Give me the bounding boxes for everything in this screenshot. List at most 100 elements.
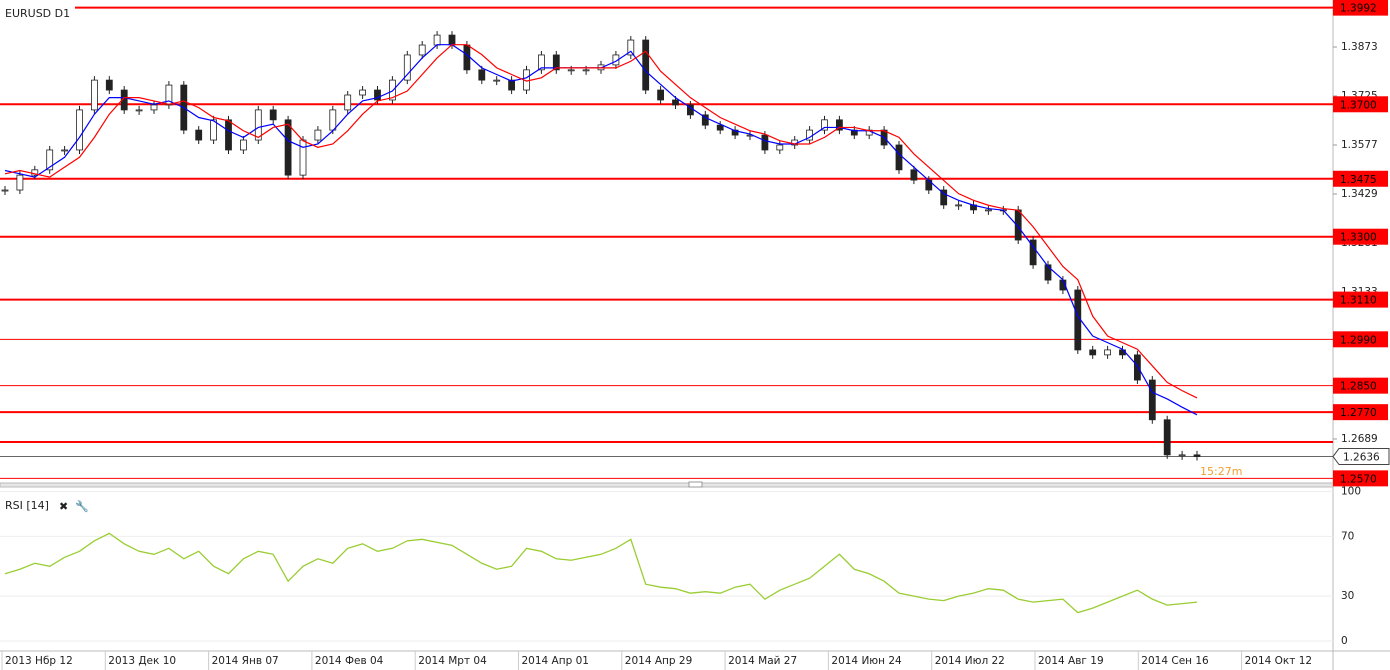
indicator-settings[interactable]: 🔧: [75, 499, 89, 513]
candle-body: [359, 89, 367, 96]
candle-body: [16, 174, 24, 191]
candle-body: [61, 149, 68, 152]
level-label: 1.3992: [1340, 3, 1377, 15]
level-label: 1.3700: [1340, 99, 1377, 111]
candle-body: [403, 54, 411, 81]
candle-body: [76, 109, 83, 151]
candle-body: [448, 34, 456, 46]
candle-body: [135, 109, 143, 112]
x-tick-label: 2014 Сен 16: [1141, 655, 1209, 667]
candle-body: [701, 114, 709, 126]
price-panel: 1.38731.37251.35771.34291.32811.31331.29…: [0, 0, 1390, 487]
candle-body: [1074, 289, 1082, 351]
candle-body: [1148, 379, 1156, 421]
candle-body: [225, 119, 232, 151]
candle-body: [210, 119, 218, 141]
candle-body: [105, 79, 113, 91]
title-bg: [0, 5, 75, 21]
candle-body: [642, 39, 650, 91]
candle-body: [508, 79, 516, 91]
level-label: 1.2770: [1340, 407, 1377, 419]
rsi-tick-label: 0: [1341, 635, 1348, 647]
candle-body: [1134, 354, 1141, 381]
x-tick-label: 2014 Июн 24: [831, 655, 902, 667]
x-tick-label: 2013 Дек 10: [108, 655, 176, 667]
candle-body: [91, 79, 98, 111]
time-axis: 2013 Нбр 12 2013 Дек 10 2014 Янв 07 2014 Фе…: [1, 651, 1312, 670]
level-label: 1.2850: [1340, 381, 1377, 393]
candle-body: [269, 109, 277, 121]
candle-body: [582, 69, 590, 72]
y-tick-label: 1.2689: [1341, 433, 1378, 445]
current-price-label: 1.2636: [1343, 452, 1380, 464]
level-tag: [1333, 170, 1388, 187]
y-tick-label: 1.3429: [1341, 188, 1378, 200]
candle-body: [955, 204, 962, 207]
level-label: 1.3300: [1340, 232, 1377, 244]
candle-body: [284, 119, 292, 176]
level-tag: [1333, 291, 1388, 308]
level-tag: [1333, 96, 1388, 113]
level-tag: [1333, 404, 1388, 421]
candle-body: [254, 109, 262, 141]
candle-body: [165, 84, 173, 106]
rsi-tick-label: 30: [1341, 590, 1354, 602]
candle-body: [910, 169, 918, 181]
rsi-tick-label: 100: [1341, 485, 1361, 497]
candle-body: [552, 54, 560, 71]
candle-body: [46, 149, 54, 171]
x-tick-label: 2013 Нбр 12: [5, 655, 73, 667]
level-tag: [1333, 0, 1388, 16]
candle-body: [388, 79, 396, 101]
level-label: 1.3110: [1340, 295, 1377, 307]
candle-body: [478, 69, 486, 81]
candle-body: [195, 129, 203, 141]
candle-body: [761, 134, 769, 151]
moving-average: [4, 44, 1198, 399]
candle-body: [731, 129, 739, 136]
x-tick-label: 2014 Мрт 04: [418, 655, 487, 667]
candle-body: [1178, 454, 1186, 457]
candle-body: [1029, 239, 1037, 266]
candle-body: [627, 39, 635, 56]
bar-timer: 15:27m: [1200, 465, 1242, 478]
rsi-line: [4, 532, 1198, 614]
candle-body: [150, 104, 158, 111]
candle-body: [493, 79, 501, 82]
candle-body: [567, 69, 575, 72]
candle-body: [821, 119, 828, 131]
rsi-panel: 0 30 70 100: [0, 485, 1361, 647]
close-indicator[interactable]: ✖: [59, 500, 68, 513]
candle-body: [836, 119, 843, 131]
candle-body: [463, 44, 471, 71]
candle-body: [716, 124, 724, 131]
candle-body: [418, 44, 426, 56]
candle-body: [344, 94, 352, 111]
candle-body: [1163, 419, 1171, 456]
rsi-tick-label: 70: [1341, 530, 1354, 542]
x-tick-label: 2014 Фев 04: [315, 655, 384, 667]
candle-body: [895, 144, 903, 171]
candle-body: [1044, 264, 1052, 281]
panel-splitter[interactable]: [0, 482, 1334, 488]
candle-body: [1089, 349, 1097, 356]
candle-body: [329, 109, 337, 131]
candle-body: [31, 169, 39, 176]
chart-title: EURUSD D1: [5, 7, 70, 20]
x-tick-label: 2014 Май 27: [728, 655, 797, 667]
candle-body: [239, 139, 247, 151]
candle-body: [672, 99, 679, 106]
current-price-tag: [1332, 448, 1390, 466]
x-tick-label: 2014 Июл 22: [935, 655, 1005, 667]
splitter-handle[interactable]: [688, 481, 703, 488]
indicator-title: RSI [14]: [5, 499, 49, 512]
candle-body: [374, 89, 381, 101]
y-tick-label: 1.3873: [1341, 41, 1378, 53]
candle-body: [1, 189, 9, 192]
x-tick-label: 2014 Окт 12: [1245, 655, 1312, 667]
level-tag: [1333, 377, 1388, 394]
level-tag: [1333, 470, 1388, 487]
candle-body: [940, 189, 948, 206]
level-label: 1.2570: [1340, 473, 1377, 485]
